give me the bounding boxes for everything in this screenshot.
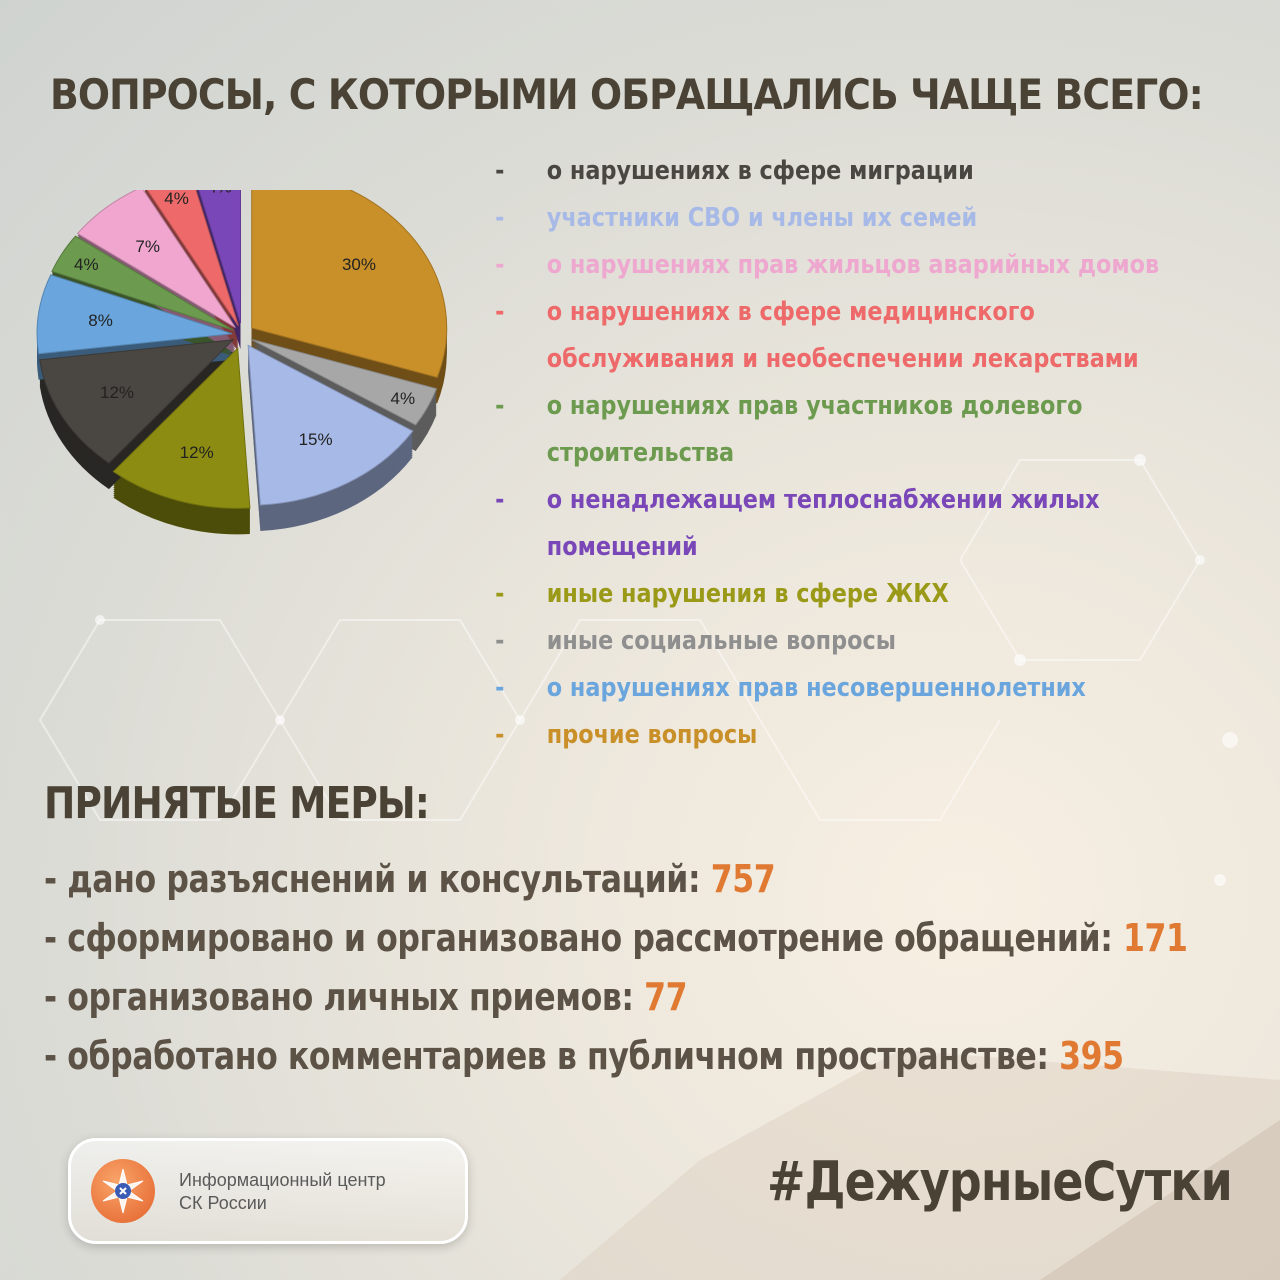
pie-slice	[39, 339, 235, 464]
pie-slice-label: 4%	[207, 190, 232, 197]
chart-legend: - о нарушениях в сфере миграции - участники…	[490, 148, 1270, 759]
legend-dash: -	[495, 391, 505, 421]
logo-text: Информационный центр СК России	[179, 1169, 386, 1215]
pie-chart: 30% 4% 15% 12% 12% 8% 4% 7% 4% 4%	[36, 190, 448, 535]
legend-item: - иные социальные вопросы	[490, 618, 1161, 665]
pie-slice-label: 4%	[164, 190, 189, 208]
measure-value: 757	[710, 857, 776, 901]
logo-line-2: СК России	[179, 1193, 267, 1213]
measure-label: - сформировано и организовано рассмотрен…	[44, 916, 1123, 960]
legend-item: - о нарушениях в сфере медицинского обслуж…	[490, 289, 1161, 383]
measure-item: - дано разъяснений и консультаций: 757	[44, 850, 1188, 909]
pie-slice	[51, 235, 234, 331]
legend-label: о нарушениях в сфере медицинского	[546, 297, 1035, 327]
pie-slice-side	[146, 190, 239, 328]
hashtag: #ДежурныеСутки	[767, 1150, 1233, 1213]
pie-slice	[250, 338, 438, 426]
emblem-icon	[91, 1159, 155, 1223]
legend-label: о нарушениях в сфере миграции	[546, 156, 974, 186]
legend-item: - о нарушениях прав несовершеннолетних	[490, 665, 1161, 712]
legend-label: о нарушениях прав участников долевого	[546, 391, 1083, 421]
pie-slice-label: 8%	[88, 311, 113, 330]
legend-label: иные нарушения в сфере ЖКХ	[546, 579, 949, 609]
measure-value: 171	[1122, 916, 1188, 960]
legend-label: помещений	[546, 532, 698, 562]
legend-label: обслуживания и необеспечении лекарствами	[546, 344, 1139, 374]
pie-slice	[36, 274, 233, 355]
legend-item: - иные нарушения в сфере ЖКХ	[490, 571, 1161, 618]
measure-item: - обработано комментариев в публичном пр…	[44, 1027, 1188, 1086]
legend-item: - участники СВО и члены их семей	[490, 195, 1161, 242]
pie-slice	[76, 190, 236, 328]
legend-label: о нарушениях прав жильцов аварийных домо…	[546, 250, 1160, 280]
measure-item: - организовано личных приемов: 77	[44, 968, 1188, 1027]
pie-slice-label: 7%	[135, 237, 160, 256]
pie-slice-label: 30%	[342, 255, 376, 274]
pie-slice	[198, 190, 241, 324]
pie-slice	[146, 190, 239, 326]
pie-slice	[247, 344, 414, 506]
logo-badge: Информационный центр СК России	[68, 1138, 468, 1244]
legend-dash: -	[495, 485, 505, 515]
page-title: ВОПРОСЫ, С КОТОРЫМИ ОБРАЩАЛИСЬ ЧАЩЕ ВСЕГ…	[50, 70, 1204, 119]
pie-slice-label: 12%	[180, 443, 214, 462]
legend-label: строительства	[546, 438, 735, 468]
legend-label: о ненадлежащем теплоснабжении жилых	[546, 485, 1100, 515]
pie-slice-label: 4%	[390, 389, 415, 408]
logo-line-1: Информационный центр	[179, 1170, 386, 1190]
measure-label: - обработано комментариев в публичном пр…	[44, 1034, 1060, 1078]
measure-label: - дано разъяснений и консультаций:	[44, 857, 711, 901]
legend-dash: -	[495, 720, 505, 750]
pie-slice-label: 12%	[100, 383, 134, 402]
legend-label: иные социальные вопросы	[546, 626, 896, 656]
legend-item: - прочие вопросы	[490, 712, 1161, 759]
measure-value: 395	[1059, 1034, 1124, 1078]
measures-list: - дано разъяснений и консультаций: 757- …	[44, 850, 1280, 1086]
pie-slice-label: 15%	[299, 430, 333, 449]
legend-dash: -	[495, 673, 505, 703]
measure-value: 77	[644, 975, 688, 1019]
legend-dash: -	[495, 626, 505, 656]
pie-slice-side	[144, 190, 239, 330]
pie-slice	[112, 347, 251, 509]
legend-item: - о нарушениях прав жильцов аварийных дом…	[490, 242, 1161, 289]
legend-dash: -	[495, 203, 505, 233]
measures-title: ПРИНЯТЫЕ МЕРЫ:	[44, 778, 430, 829]
legend-item: - о нарушениях прав участников долевого ст…	[490, 383, 1161, 477]
measure-label: - организовано личных приемов:	[44, 975, 645, 1019]
legend-item: - о нарушениях в сфере миграции	[490, 148, 1161, 195]
pie-slice	[251, 190, 448, 378]
legend-dash: -	[495, 156, 505, 186]
pie-slice-label: 4%	[74, 255, 99, 274]
legend-label: о нарушениях прав несовершеннолетних	[546, 673, 1086, 703]
measure-item: - сформировано и организовано рассмотрен…	[44, 909, 1188, 968]
legend-dash: -	[495, 579, 505, 609]
legend-dash: -	[495, 250, 505, 280]
legend-dash: -	[495, 297, 505, 327]
legend-item: - о ненадлежащем теплоснабжении жилых поме…	[490, 477, 1161, 571]
legend-label: участники СВО и члены их семей	[546, 203, 978, 233]
legend-label: прочие вопросы	[546, 720, 758, 750]
